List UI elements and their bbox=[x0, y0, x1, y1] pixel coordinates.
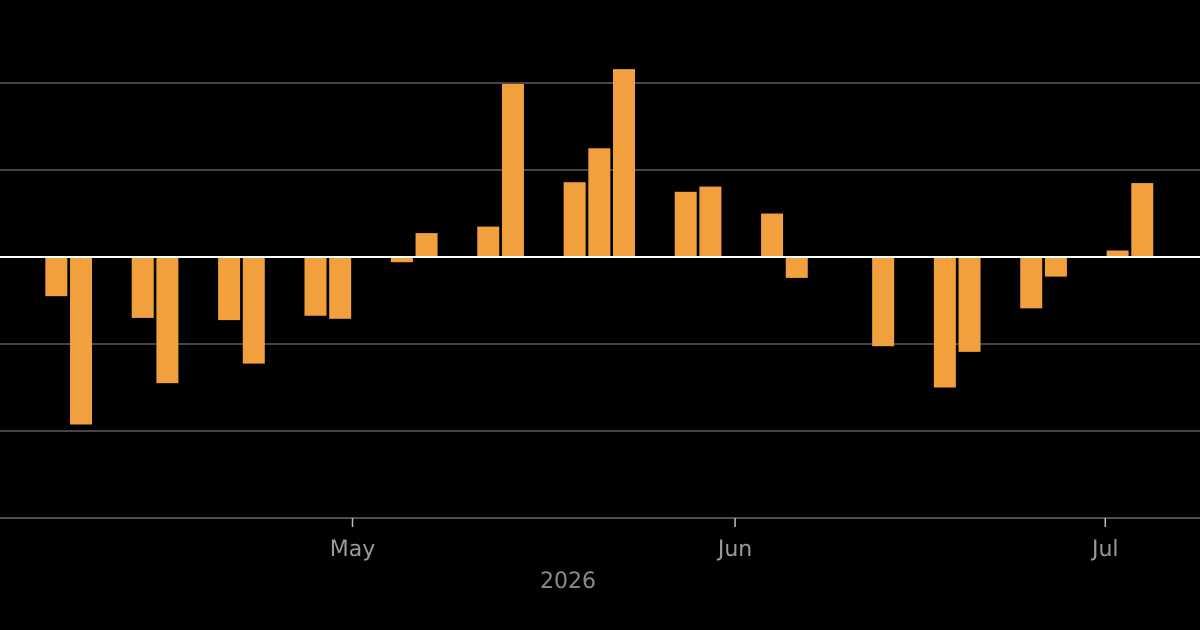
x-tick-label: Jul bbox=[1090, 537, 1119, 562]
bar bbox=[415, 233, 438, 258]
bar bbox=[933, 257, 956, 388]
bar bbox=[70, 257, 93, 425]
bar bbox=[501, 83, 524, 258]
bar bbox=[477, 226, 500, 258]
bar bbox=[958, 257, 981, 352]
bar bbox=[218, 257, 241, 321]
bar bbox=[329, 257, 352, 319]
bar bbox=[588, 148, 611, 258]
bar bbox=[674, 191, 697, 258]
bar bbox=[242, 257, 265, 364]
bar bbox=[390, 257, 413, 263]
bar bbox=[761, 213, 784, 258]
bar bbox=[156, 257, 179, 384]
bar bbox=[563, 182, 586, 258]
bar bbox=[1131, 183, 1154, 258]
x-tick-label: May bbox=[330, 537, 375, 562]
x-tick-label: Jun bbox=[716, 537, 752, 562]
bar bbox=[304, 257, 327, 316]
bars bbox=[45, 69, 1154, 425]
bar bbox=[785, 257, 808, 278]
bar bbox=[131, 257, 154, 318]
bar bbox=[45, 257, 68, 297]
x-axis-label: 2026 bbox=[540, 569, 596, 594]
bar bbox=[1044, 257, 1067, 277]
bar bbox=[1106, 250, 1129, 258]
bar bbox=[613, 69, 635, 258]
x-axis-ticks: May Jun Jul bbox=[330, 518, 1119, 562]
bar bbox=[699, 186, 722, 258]
bar bbox=[872, 257, 895, 347]
bar bbox=[1020, 257, 1043, 309]
